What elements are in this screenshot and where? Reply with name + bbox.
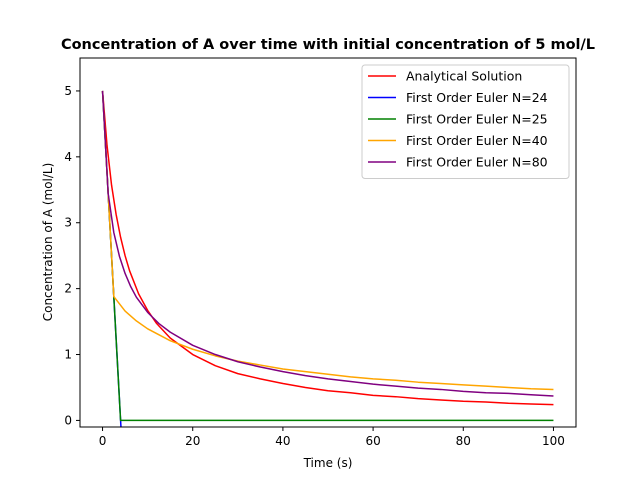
legend-label-3: First Order Euler N=25	[406, 112, 548, 127]
x-tick-label: 100	[542, 434, 565, 448]
series-line-5	[101, 90, 554, 397]
legend: Analytical Solution First Order Euler N=2…	[361, 64, 570, 179]
legend-label-4: First Order Euler N=40	[406, 133, 548, 148]
y-tick-label: 5	[64, 84, 72, 98]
plot-frame	[79, 57, 577, 428]
y-tick-label: 0	[64, 413, 72, 427]
y-tick-label: 4	[64, 150, 72, 164]
legend-label-5: First Order Euler N=80	[406, 155, 548, 170]
y-axis-label: Concentration of A (mol/L)	[41, 163, 55, 322]
chart-title: Concentration of A over time with initia…	[61, 37, 595, 53]
series-line-1	[101, 90, 554, 406]
series-line-4	[101, 90, 554, 391]
y-tick-label: 2	[64, 282, 72, 296]
plot-area	[101, 90, 554, 427]
x-tick-label: 0	[99, 434, 107, 448]
y-tick-label: 1	[64, 348, 72, 362]
legend-label-2: First Order Euler N=24	[406, 90, 548, 105]
legend-box	[361, 64, 570, 179]
series-line-3	[101, 90, 554, 422]
x-tick-label: 60	[365, 434, 380, 448]
x-axis-label: Time (s)	[303, 456, 353, 470]
y-tick-label: 3	[64, 216, 72, 230]
x-tick-label: 20	[185, 434, 200, 448]
x-tick-label: 80	[456, 434, 471, 448]
x-tick-label: 40	[275, 434, 290, 448]
axis-ticks: 0 20 40 60 80 100 0 1 2 3 4 5	[64, 84, 565, 448]
legend-label-1: Analytical Solution	[406, 69, 522, 84]
